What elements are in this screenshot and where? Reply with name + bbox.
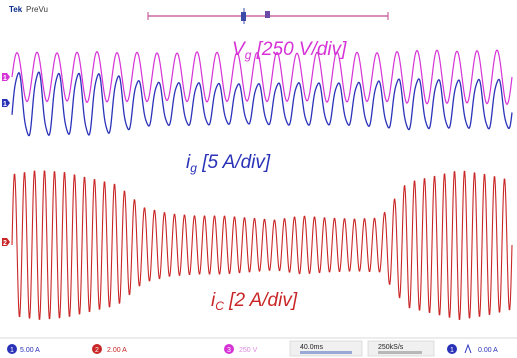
svg-text:250 V: 250 V — [239, 347, 258, 354]
ch3-ground-marker[interactable]: 1 — [2, 73, 10, 82]
svg-text:1: 1 — [3, 101, 7, 108]
svg-text:3: 3 — [227, 347, 231, 354]
trigger-readout[interactable]: 1 0.00 A — [447, 343, 498, 354]
ic-waveform — [11, 170, 513, 320]
ig-trace-label: ig [5 A/div] — [186, 152, 271, 175]
waveform-plot-area — [11, 49, 513, 320]
mode-label: PreVu — [26, 5, 48, 14]
ch1-ground-marker[interactable]: 1 — [2, 99, 10, 108]
svg-text:1: 1 — [10, 347, 14, 354]
svg-text:0.00 A: 0.00 A — [478, 347, 498, 354]
svg-text:5.00 A: 5.00 A — [20, 347, 40, 354]
ig-waveform — [11, 71, 513, 137]
scope-header: Tek PreVu — [9, 5, 389, 24]
trigger-position-marker — [265, 11, 270, 18]
svg-text:2: 2 — [95, 347, 99, 354]
svg-text:2: 2 — [3, 240, 7, 247]
ch1-scale-readout[interactable]: 1 5.00 A — [7, 344, 40, 354]
ic-trace-label: iC [2 A/div] — [211, 290, 298, 313]
status-bar: 1 5.00 A 2 2.00 A 3 250 V 40.0ms 250kS/s… — [0, 337, 517, 357]
acquisition-readout[interactable]: 250kS/s — [367, 340, 435, 357]
svg-text:2.00 A: 2.00 A — [107, 347, 127, 354]
vg-trace-label: Vg [250 V/div] — [232, 39, 347, 62]
svg-text:1: 1 — [3, 75, 7, 82]
channel-markers: 1 1 2 — [2, 73, 10, 247]
svg-text:250kS/s: 250kS/s — [378, 344, 404, 351]
vg-waveform — [11, 49, 513, 105]
svg-text:1: 1 — [450, 347, 454, 354]
svg-text:40.0ms: 40.0ms — [300, 344, 323, 351]
ch3-scale-readout[interactable]: 3 250 V — [224, 344, 258, 354]
ch2-ground-marker[interactable]: 2 — [2, 238, 10, 247]
brand-label: Tek — [9, 5, 23, 14]
rising-edge-icon — [464, 343, 472, 354]
timebase-readout[interactable]: 40.0ms — [289, 340, 363, 357]
ch2-scale-readout[interactable]: 2 2.00 A — [92, 344, 127, 354]
